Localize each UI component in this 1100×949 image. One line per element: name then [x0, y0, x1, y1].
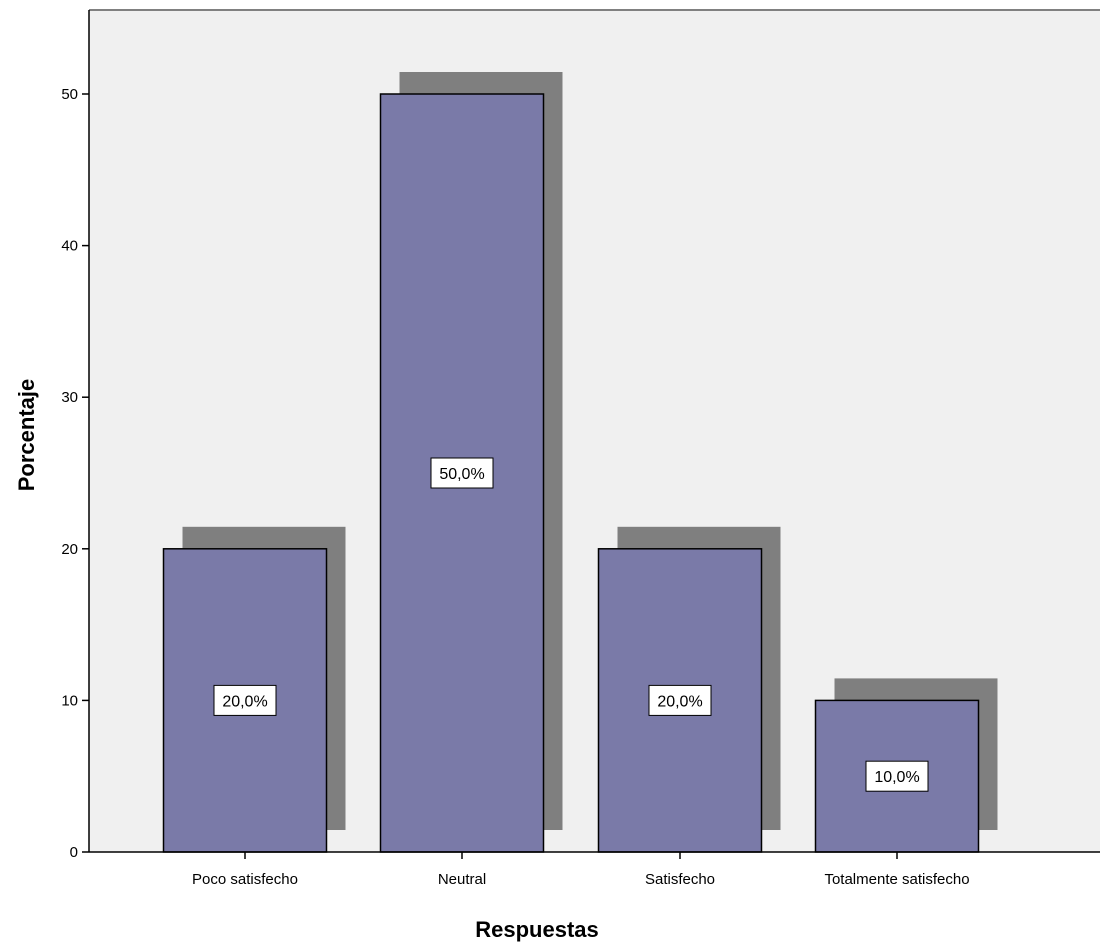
y-tick-label: 20 — [61, 541, 78, 558]
y-axis-title: Porcentaje — [14, 379, 39, 492]
data-label: 50,0% — [430, 457, 494, 489]
y-tick-label: 0 — [70, 844, 78, 861]
data-label-box — [865, 760, 929, 792]
data-label-text: 20,0% — [222, 693, 267, 710]
data-label-box — [213, 684, 277, 716]
data-label: 20,0% — [213, 684, 277, 716]
data-label-text: 10,0% — [874, 769, 919, 786]
x-tick-label: Neutral — [438, 871, 486, 888]
data-label-text: 50,0% — [439, 466, 484, 483]
x-tick-label: Totalmente satisfecho — [824, 871, 969, 888]
x-axis: Poco satisfecho Neutral Satisfecho Totalmen… — [89, 851, 1100, 888]
y-tick-label: 30 — [61, 389, 78, 406]
y-axis: 0 10 20 30 40 50 — [61, 10, 90, 861]
data-label: 20,0% — [648, 684, 712, 716]
y-tick-label: 50 — [61, 86, 78, 103]
x-tick-label: Satisfecho — [645, 871, 715, 888]
y-tick-label: 10 — [61, 692, 78, 709]
x-tick-label: Poco satisfecho — [192, 871, 298, 888]
data-label-box — [430, 457, 494, 489]
data-label: 10,0% — [865, 760, 929, 792]
data-label-text: 20,0% — [657, 693, 702, 710]
y-tick-label: 40 — [61, 238, 78, 255]
data-labels: 20,0% 50,0% 20,0% 10,0% — [213, 457, 929, 792]
x-axis-title: Respuestas — [475, 917, 599, 942]
data-label-box — [648, 684, 712, 716]
